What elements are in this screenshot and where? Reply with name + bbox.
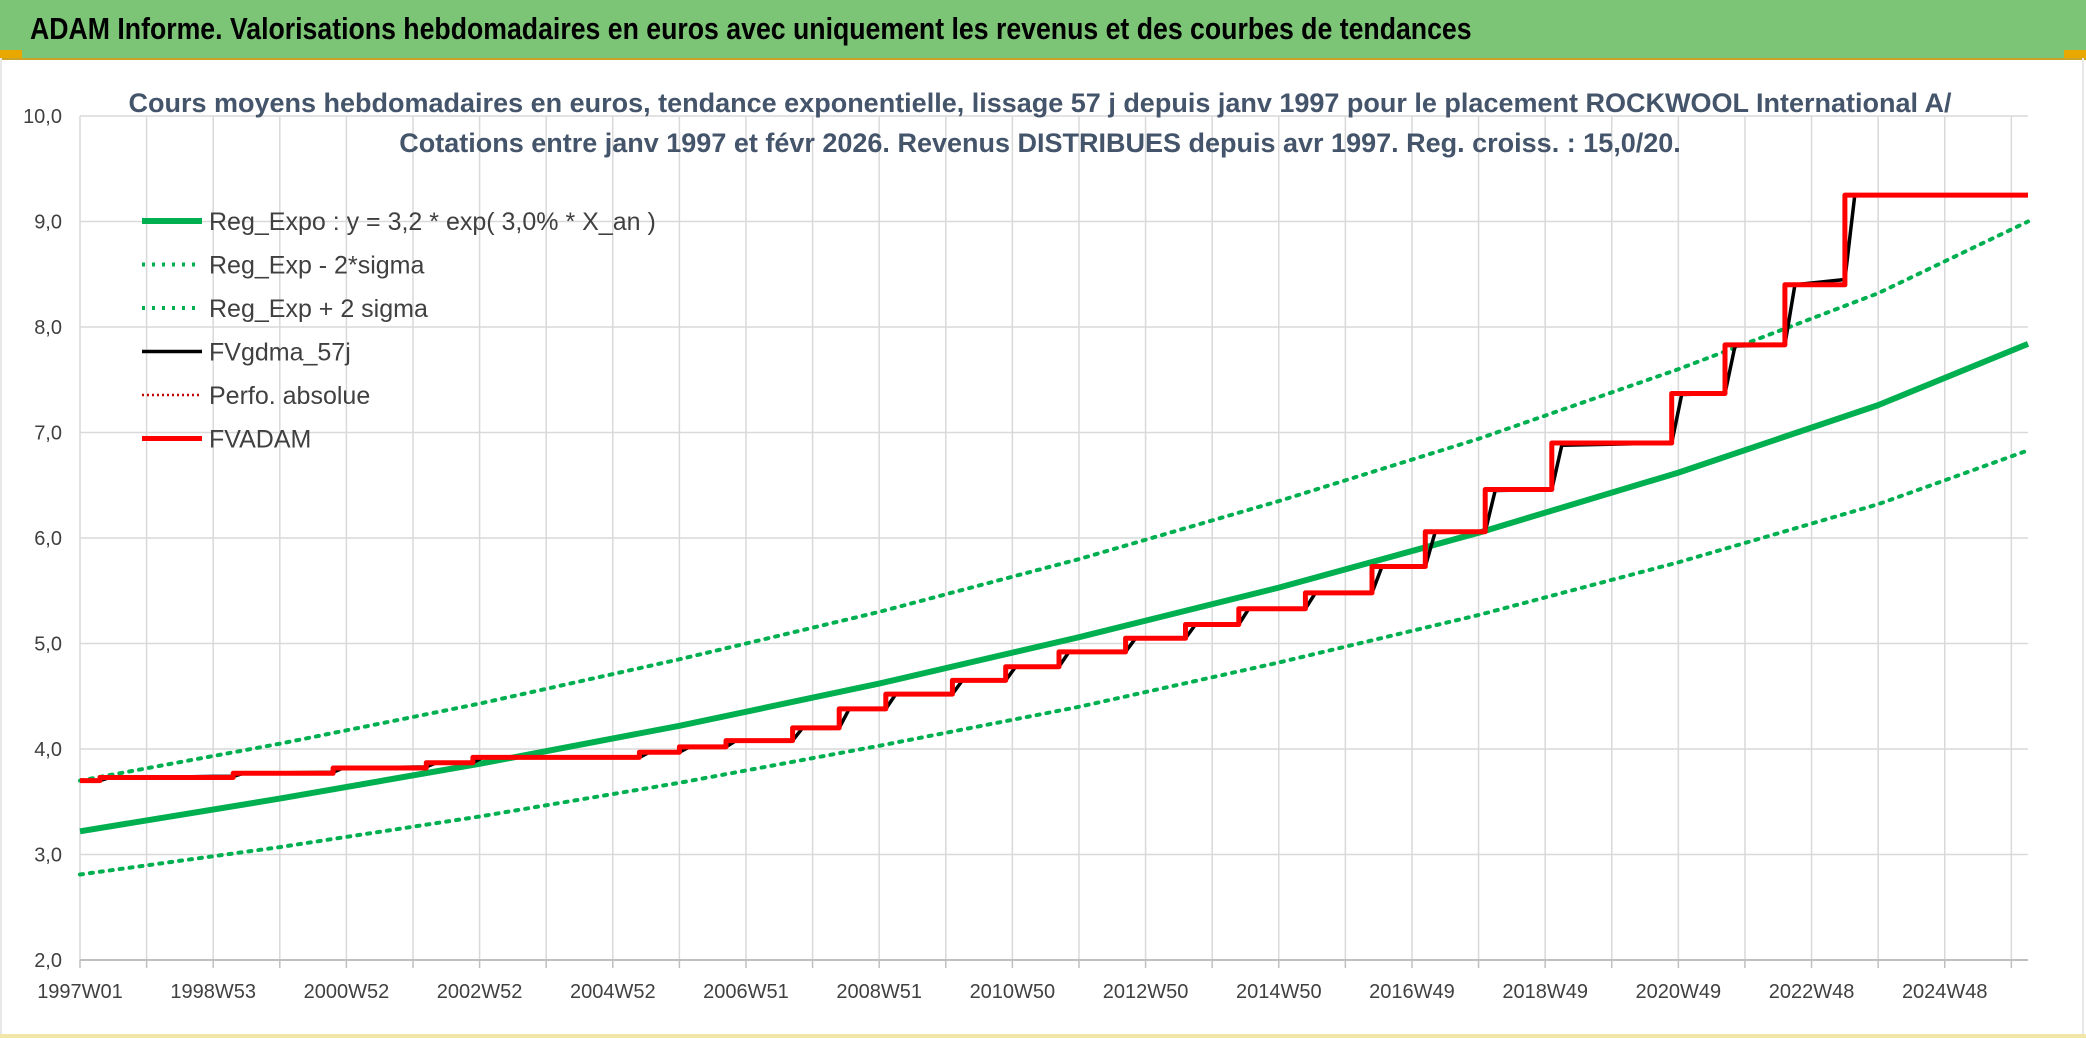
series-line-0 (79, 341, 2030, 835)
legend-entry-label: Reg_Expo : y = 3,2 * exp( 3,0% * X_an ) (209, 208, 656, 236)
bottom-bar (0, 1034, 2086, 1038)
corner-mark-right (2064, 50, 2086, 58)
x-tick-label: 2008W51 (836, 981, 922, 1003)
legend: Reg_Expo : y = 3,2 * exp( 3,0% * X_an ) R… (142, 208, 656, 454)
grid-lines (79, 115, 2028, 968)
x-tick-label: 1998W53 (170, 981, 256, 1003)
series-line-1 (78, 448, 2030, 877)
corner-mark-left (0, 50, 22, 58)
y-tick-label: 4,0 (34, 739, 62, 761)
y-tick-label: 2,0 (34, 950, 62, 972)
x-tick-label: 2006W51 (703, 981, 789, 1003)
y-axis-ticks: 2,0 3,0 4,0 5,0 6,0 7,0 8,0 9,0 10,0 (23, 106, 62, 972)
y-tick-label: 7,0 (34, 423, 62, 445)
legend-entry-label: FVADAM (209, 426, 311, 454)
report-title: ADAM Informe. Valorisations hebdomadaire… (30, 11, 1472, 46)
chart-frame (0, 58, 2084, 1036)
legend-entry-label: Reg_Exp + 2 sigma (209, 295, 428, 323)
x-tick-label: 2000W52 (304, 981, 390, 1003)
x-axis-ticks: 1997W01 1998W53 2000W52 2002W52 2004W52 2006W… (37, 981, 1987, 1003)
y-tick-label: 10,0 (23, 106, 62, 128)
chart-title-line-2: Cotations entre janv 1997 et févr 2026. … (399, 128, 1681, 158)
x-tick-label: 2014W50 (1236, 981, 1322, 1003)
y-tick-label: 8,0 (34, 317, 62, 339)
y-tick-label: 6,0 (34, 528, 62, 550)
series-line-3 (80, 193, 2028, 783)
y-tick-label: 5,0 (34, 634, 62, 656)
x-tick-label: 2018W49 (1502, 981, 1588, 1003)
x-tick-label: 2022W48 (1769, 981, 1855, 1003)
chart-title-line-1: Cours moyens hebdomadaires en euros, ten… (128, 88, 1951, 118)
x-tick-label: 2010W50 (970, 981, 1056, 1003)
x-tick-label: 2004W52 (570, 981, 656, 1003)
x-tick-label: 2012W50 (1103, 981, 1189, 1003)
x-tick-label: 2020W49 (1636, 981, 1722, 1003)
legend-entry-label: Reg_Exp - 2*sigma (209, 252, 424, 280)
x-tick-label: 2016W49 (1369, 981, 1455, 1003)
y-tick-label: 3,0 (34, 845, 62, 867)
report-banner: ADAM Informe. Valorisations hebdomadaire… (0, 0, 2086, 60)
legend-entry-label: Perfo. absolue (209, 382, 370, 410)
x-tick-label: 2002W52 (437, 981, 523, 1003)
x-tick-label: 2024W48 (1902, 981, 1988, 1003)
series-line-5 (80, 192, 2028, 784)
x-tick-label: 1997W01 (37, 981, 123, 1003)
series-lines (78, 192, 2030, 877)
legend-entry-label: FVgdma_57j (209, 339, 351, 367)
y-tick-label: 9,0 (34, 212, 62, 234)
